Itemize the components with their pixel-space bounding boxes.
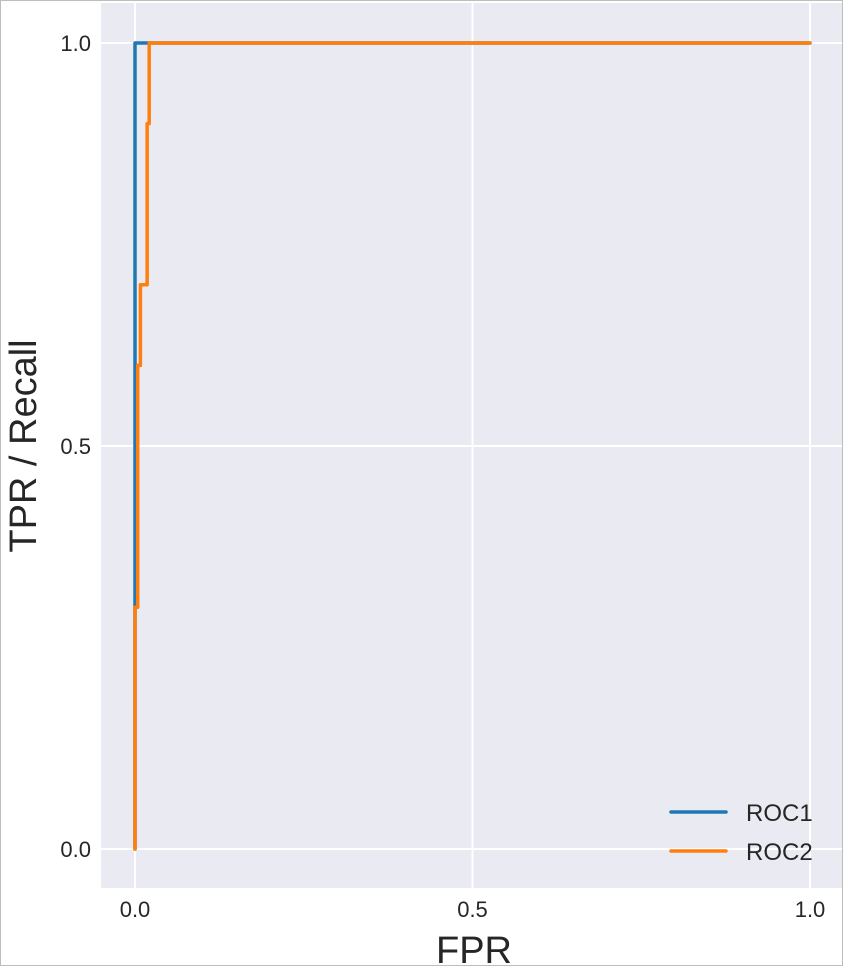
y-tick-label: 0.0 (60, 837, 91, 862)
x-axis-label: FPR (436, 930, 512, 966)
series-layer (133, 41, 812, 851)
legend: ROC1 ROC2 (669, 800, 813, 866)
y-tick-label: 1.0 (60, 31, 91, 56)
x-tick-label: 1.0 (795, 897, 826, 922)
legend-label-roc2: ROC2 (746, 839, 813, 866)
x-tick-label: 0.5 (457, 897, 488, 922)
series-line-roc2 (133, 41, 812, 851)
y-tick-label: 0.5 (60, 434, 91, 459)
y-axis-label: TPR / Recall (3, 339, 45, 552)
legend-label-roc1: ROC1 (746, 800, 813, 827)
tick-labels: 0.0 0.5 1.0 0.0 0.5 1.0 (60, 31, 825, 922)
x-tick-label: 0.0 (120, 897, 151, 922)
